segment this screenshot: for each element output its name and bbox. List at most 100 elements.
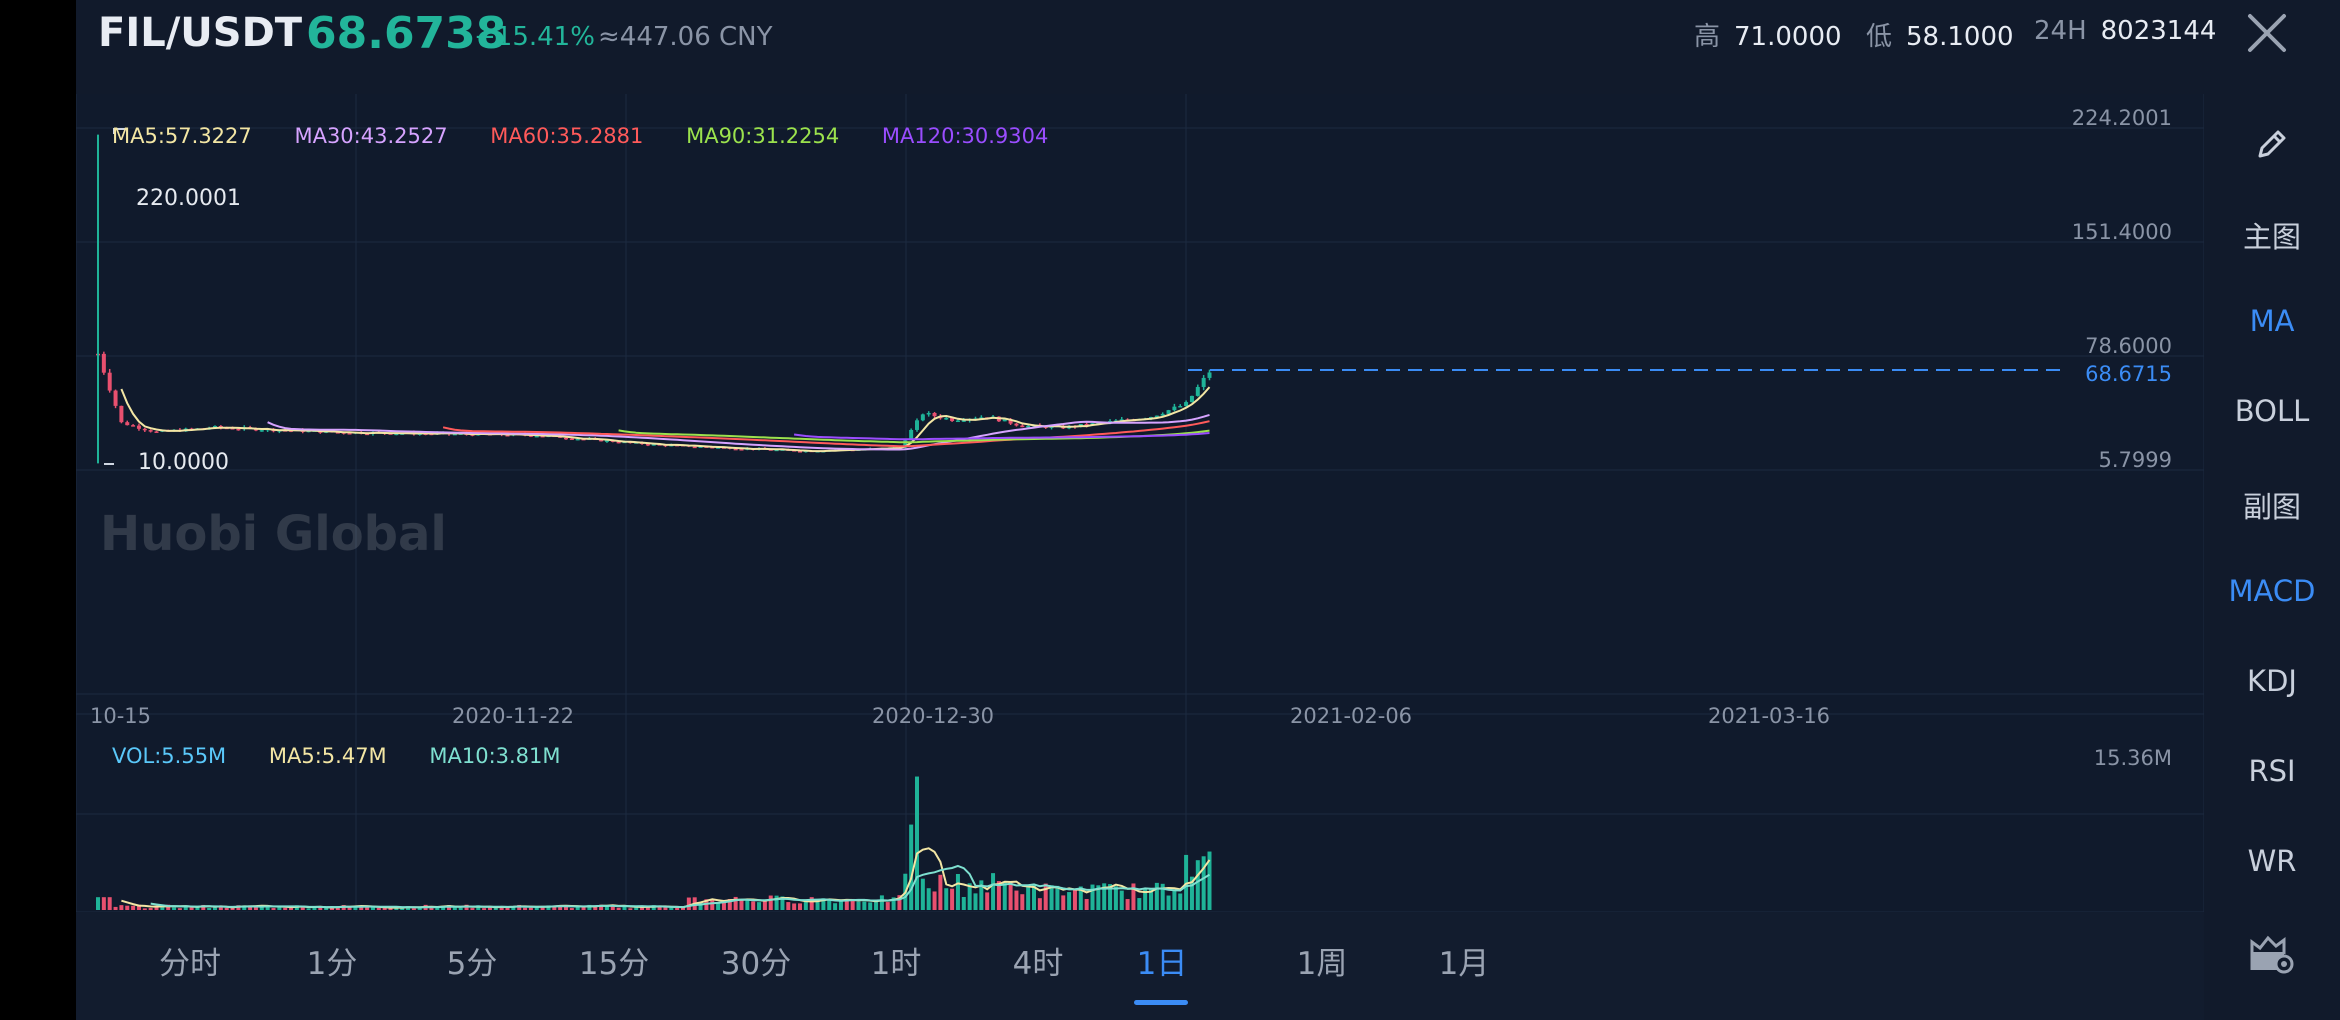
candle-body [125, 422, 130, 426]
tab-1month[interactable]: 1月 [1438, 946, 1490, 982]
candle-body [903, 440, 908, 448]
ma-lines [120, 386, 1211, 453]
sidebar-item-kdj[interactable]: KDJ [2247, 664, 2297, 698]
price-change-percent: +15.41% [474, 22, 595, 52]
volume-bar [616, 907, 621, 910]
candle-body [733, 448, 738, 451]
candle-body [909, 429, 914, 441]
volume-bar [634, 907, 639, 910]
candle-body [1160, 413, 1165, 416]
candle-body [569, 438, 574, 441]
active-tab-indicator [1134, 1000, 1188, 1005]
volume-bar [564, 905, 568, 910]
volume-bar [610, 904, 615, 910]
volume-axis-max: 15.36M [2093, 746, 2172, 770]
tab-timeline[interactable]: 分时 [159, 946, 221, 982]
volume-bar [669, 907, 674, 910]
volume-ma-lines [121, 847, 1211, 909]
tab-1min[interactable]: 1分 [306, 946, 358, 982]
tab-1hour[interactable]: 1时 [870, 946, 922, 982]
volume-bar [493, 907, 498, 910]
tab-5min[interactable]: 5分 [446, 946, 498, 982]
candle-body [107, 372, 112, 391]
sidebar-item-wr[interactable]: WR [2247, 844, 2297, 878]
edit-icon[interactable] [2204, 124, 2340, 171]
price-axis-label: 224.2001 [2071, 106, 2172, 130]
volume-bar [1037, 898, 1042, 910]
candle-body [154, 431, 159, 433]
last-price-label: 68.6715 [2085, 362, 2172, 386]
tab-4hour[interactable]: 4时 [1012, 946, 1064, 982]
candle-body [1178, 405, 1183, 408]
candle-body [131, 425, 136, 427]
volume-bar [201, 904, 206, 910]
candle-body [950, 417, 955, 422]
volume-bar [1061, 895, 1066, 910]
tab-15min[interactable]: 15分 [578, 946, 650, 982]
candle-body [932, 412, 937, 417]
volume-legend: VOL:5.55M MA5:5.47M MA10:3.81M [112, 744, 597, 768]
sidebar-item-ma[interactable]: MA [2249, 304, 2295, 338]
volume-bar [874, 901, 879, 910]
ma5-line [120, 386, 1211, 453]
volume-bar [452, 907, 457, 910]
candle-body [113, 390, 118, 406]
min-price-marker: 10.0000 [138, 450, 229, 475]
volume-bar [435, 906, 440, 910]
trading-pair[interactable]: FIL/USDT [98, 10, 303, 56]
candle-body [739, 449, 744, 451]
candle-body [394, 433, 399, 436]
volume-bar [347, 906, 352, 910]
volume-bar [1090, 884, 1095, 910]
candle-body [604, 440, 609, 442]
tab-30min[interactable]: 30分 [720, 946, 792, 982]
volume-bar [1189, 876, 1194, 910]
volume-bar [242, 905, 247, 910]
volume-bar [189, 907, 194, 910]
volume-bar [335, 906, 340, 910]
candle-body [119, 405, 124, 423]
volume-bar [628, 908, 633, 910]
volume-bar [213, 907, 217, 910]
kline-chart[interactable]: Huobi Global [76, 94, 2204, 912]
candle-body [335, 432, 340, 434]
volume-bar [1014, 890, 1019, 910]
x-axis-label: 10-15 [90, 704, 152, 728]
candle-body [1084, 423, 1089, 426]
sidebar-item-rsi[interactable]: RSI [2248, 754, 2296, 788]
volume-bar [645, 907, 650, 910]
candle-body [528, 435, 533, 437]
kline-chart-panel[interactable]: Huobi Global MA5:57.3227 MA30:43.2527 MA… [76, 94, 2204, 912]
tab-1day[interactable]: 1日 [1136, 946, 1188, 982]
candle-body [716, 447, 721, 449]
volume-bar [1043, 883, 1048, 910]
volume-bar [879, 895, 884, 910]
tab-1week[interactable]: 1周 [1296, 946, 1348, 982]
volume-bar [821, 898, 826, 910]
sidebar-item-main-chart[interactable]: 主图 [2242, 220, 2301, 254]
volume-bar [1108, 884, 1113, 910]
volume-bar [961, 896, 966, 910]
candle-body [230, 428, 235, 430]
chart-settings-icon[interactable] [2204, 932, 2340, 983]
volume-bar [1137, 898, 1142, 910]
ma5-legend: MA5:57.3227 [112, 124, 252, 148]
volume-bar [979, 880, 984, 910]
sidebar-item-boll[interactable]: BOLL [2234, 394, 2310, 428]
volume-bar [575, 905, 580, 910]
volume-bar [663, 907, 668, 910]
volume-bar [101, 897, 106, 910]
volume-bar [119, 905, 124, 910]
sidebar-item-macd[interactable]: MACD [2228, 574, 2316, 608]
volume-bar [786, 902, 791, 910]
app-window: FIL/USDT 68.6738 +15.41% ≈447.06 CNY 高 71… [76, 0, 2340, 1020]
volume-bar [798, 903, 802, 910]
candle-body [365, 433, 370, 436]
volume-bar [897, 895, 902, 910]
volume-bar [177, 908, 182, 910]
max-price-marker: 220.0001 [136, 186, 241, 211]
volume-bar [1143, 889, 1148, 910]
candle-body [575, 438, 580, 441]
sidebar-item-sub-chart[interactable]: 副图 [2242, 490, 2301, 524]
close-icon[interactable] [2244, 10, 2290, 56]
